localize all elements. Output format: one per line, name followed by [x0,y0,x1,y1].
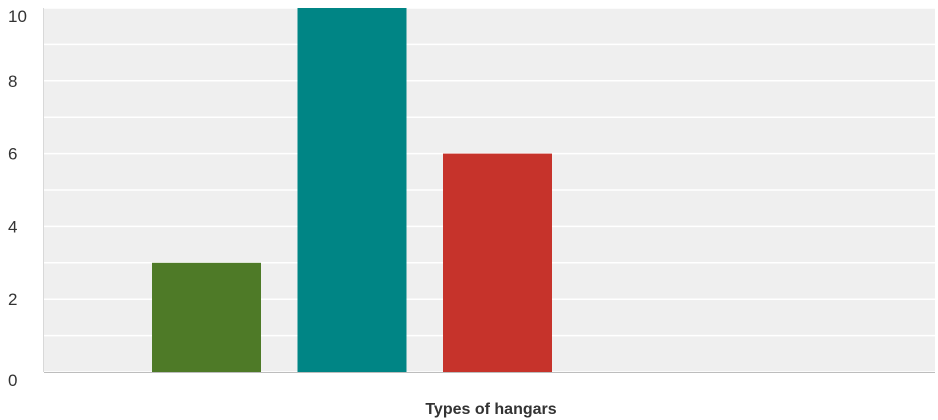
y-tick-label: 0 [8,371,17,390]
y-tick-label: 8 [8,72,17,91]
bar-3 [443,153,552,372]
y-tick-label: 6 [8,145,17,164]
bar-2 [297,8,407,372]
bar-1 [152,262,261,372]
y-tick-label: 4 [8,217,17,236]
y-tick-label: 2 [8,290,17,309]
x-axis-title: Types of hangars [425,401,556,418]
y-tick-label: 10 [8,7,27,26]
y-axis-tick-labels: 0 2 4 6 8 10 [8,7,27,390]
bars [152,8,552,372]
